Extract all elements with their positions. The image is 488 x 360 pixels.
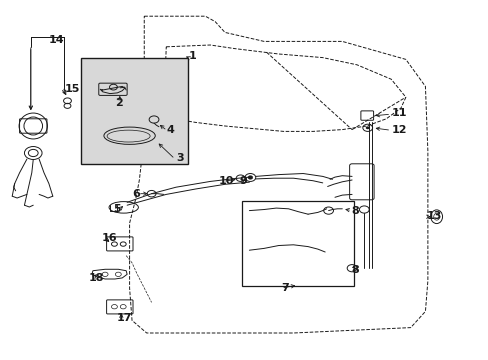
Text: 4: 4: [166, 125, 174, 135]
Text: 10: 10: [219, 176, 234, 186]
Text: 15: 15: [64, 84, 80, 94]
Text: 17: 17: [116, 312, 132, 323]
Text: 8: 8: [350, 265, 358, 275]
Text: 12: 12: [390, 125, 406, 135]
Text: 2: 2: [115, 98, 122, 108]
Text: 18: 18: [89, 273, 104, 283]
Circle shape: [247, 176, 252, 179]
Circle shape: [365, 126, 369, 129]
Text: 8: 8: [350, 206, 358, 216]
Text: 13: 13: [426, 211, 441, 221]
Text: 9: 9: [239, 176, 247, 186]
Text: 6: 6: [132, 189, 140, 199]
Text: 16: 16: [102, 233, 117, 243]
Text: 5: 5: [113, 204, 121, 214]
Text: 14: 14: [49, 35, 64, 45]
Text: 7: 7: [281, 283, 288, 293]
Text: 11: 11: [390, 108, 406, 118]
Text: 1: 1: [188, 51, 196, 61]
Text: 3: 3: [176, 153, 183, 163]
FancyBboxPatch shape: [81, 58, 188, 164]
FancyBboxPatch shape: [242, 201, 353, 286]
